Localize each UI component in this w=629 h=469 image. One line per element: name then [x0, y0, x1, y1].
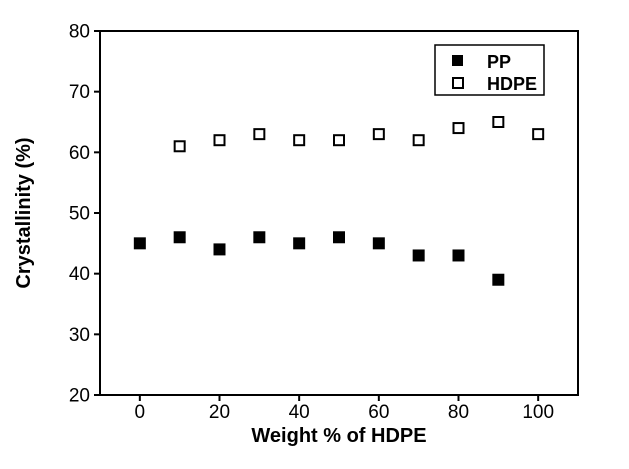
data-point-pp — [253, 231, 266, 244]
plot-frame — [99, 30, 579, 396]
legend-marker-open-square-icon — [452, 77, 464, 89]
data-point-pp — [452, 249, 465, 262]
data-point-hdpe — [452, 122, 465, 135]
legend-box — [434, 44, 545, 96]
data-point-hdpe — [173, 140, 186, 153]
data-point-pp — [173, 231, 186, 244]
y-tick-label: 30 — [69, 325, 90, 346]
y-tick-label: 50 — [69, 204, 90, 225]
y-tick-label: 20 — [69, 386, 90, 407]
data-point-hdpe — [412, 134, 425, 147]
x-axis-title: Weight % of HDPE — [251, 425, 426, 447]
data-point-pp — [372, 237, 385, 250]
data-point-hdpe — [372, 128, 385, 141]
data-point-pp — [492, 273, 505, 286]
data-point-hdpe — [213, 134, 226, 147]
data-point-hdpe — [293, 134, 306, 147]
legend-marker-filled-square-icon — [452, 55, 463, 66]
data-point-pp — [133, 237, 146, 250]
y-tick-label: 70 — [69, 82, 90, 103]
x-tick-label: 0 — [135, 402, 146, 423]
x-tick-label: 60 — [368, 402, 389, 423]
y-axis-title: Crystallinity (%) — [13, 137, 35, 288]
y-tick-label: 60 — [69, 143, 90, 164]
data-point-pp — [412, 249, 425, 262]
x-tick-label: 20 — [209, 402, 230, 423]
legend-label-hdpe: HDPE — [487, 74, 537, 94]
y-tick-label: 40 — [69, 264, 90, 285]
legend-label-pp: PP — [487, 52, 511, 72]
data-point-hdpe — [253, 128, 266, 141]
data-point-hdpe — [333, 134, 345, 147]
data-point-hdpe — [492, 116, 505, 128]
x-tick-label: 40 — [289, 402, 310, 423]
legend: PP HDPE — [434, 44, 545, 96]
y-tick-label: 80 — [69, 22, 90, 43]
x-tick-label: 80 — [448, 402, 469, 423]
data-point-pp — [333, 231, 345, 244]
data-point-pp — [293, 237, 306, 250]
x-tick-label: 100 — [522, 402, 554, 423]
data-point-hdpe — [532, 128, 545, 141]
data-point-pp — [213, 243, 226, 256]
